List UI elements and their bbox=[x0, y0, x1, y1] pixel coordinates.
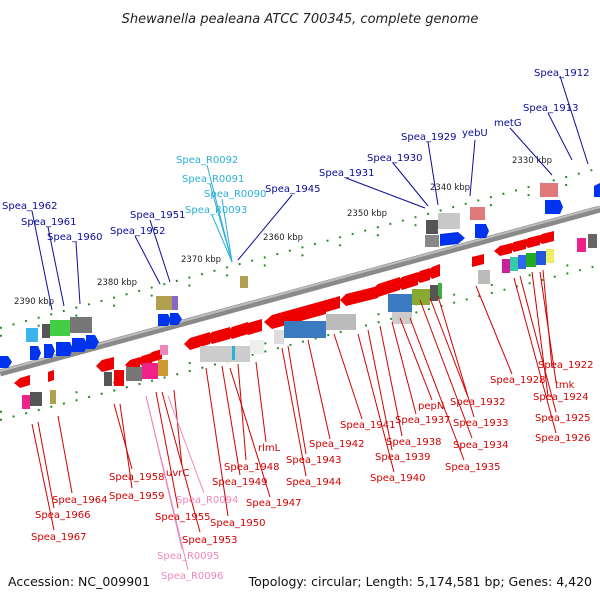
gene-label: Spea_1932 bbox=[450, 397, 505, 408]
kbp-scale: 2330 kbp 2340 kbp 2350 kbp 2360 kbp 2370… bbox=[14, 156, 552, 307]
gene-label: Spea_1951 bbox=[130, 210, 185, 221]
gene-label: Spea_1966 bbox=[35, 510, 90, 521]
gene-label: Spea_1935 bbox=[445, 462, 500, 473]
reverse-strand-features bbox=[14, 231, 597, 409]
gene-label: Spea_1949 bbox=[212, 477, 267, 488]
gene-label: Spea_1928 bbox=[490, 375, 545, 386]
kbp-label: 2390 kbp bbox=[14, 297, 54, 307]
gene-label: Spea_1964 bbox=[52, 495, 107, 506]
map-title: Shewanella pealeana ATCC 700345, complet… bbox=[122, 12, 479, 27]
gene-label: Spea_1912 bbox=[534, 68, 589, 79]
kbp-label: 2330 kbp bbox=[512, 156, 552, 166]
gene-label: Spea_1955 bbox=[155, 512, 210, 523]
gene-label: Spea_1937 bbox=[395, 415, 450, 426]
accession-text: Accession: NC_009901 bbox=[8, 574, 150, 589]
gene-label: Spea_1962 bbox=[2, 201, 57, 212]
gene-label: Spea_1940 bbox=[370, 473, 425, 484]
gene-label: Spea_1939 bbox=[375, 452, 430, 463]
gene-label: Spea_1925 bbox=[535, 413, 590, 424]
gene-label: Spea_1947 bbox=[246, 498, 301, 509]
leader-lines bbox=[31, 75, 589, 571]
gene-label: Spea_1926 bbox=[535, 433, 590, 444]
rna-label: Spea_R0094 bbox=[176, 495, 238, 506]
gene-label: Spea_1942 bbox=[309, 439, 364, 450]
rna-label: Spea_R0090 bbox=[204, 189, 266, 200]
gene-label: uvrC bbox=[166, 468, 189, 479]
gene-label: Spea_1959 bbox=[109, 491, 164, 502]
gene-label: Spea_1967 bbox=[31, 532, 86, 543]
rna-label: Spea_R0093 bbox=[185, 205, 247, 216]
gene-label: Spea_1960 bbox=[47, 232, 102, 243]
bottom-gene-labels: Spea_1922 tmk Spea_1928 Spea_1924 Spea_1… bbox=[31, 360, 593, 582]
gene-label: Spea_1929 bbox=[401, 132, 456, 143]
rna-label: Spea_R0096 bbox=[161, 571, 223, 582]
gene-label: Spea_1938 bbox=[386, 437, 441, 448]
kbp-label: 2360 kbp bbox=[263, 233, 303, 243]
gene-label: tmk bbox=[555, 380, 575, 391]
genome-backbone bbox=[0, 205, 600, 377]
forward-strand-features bbox=[0, 183, 600, 368]
kbp-label: 2350 kbp bbox=[347, 209, 387, 219]
gene-label: Spea_1934 bbox=[453, 440, 508, 451]
gene-label: Spea_1930 bbox=[367, 153, 422, 164]
gene-label: Spea_1952 bbox=[110, 226, 165, 237]
gene-label: rlmL bbox=[258, 443, 281, 454]
gene-label: Spea_1945 bbox=[265, 184, 320, 195]
gene-label: Spea_1950 bbox=[210, 518, 265, 529]
gene-label: Spea_1933 bbox=[453, 418, 508, 429]
rna-label: Spea_R0095 bbox=[157, 551, 219, 562]
gene-label: Spea_1961 bbox=[21, 217, 76, 228]
gene-label: Spea_1941 bbox=[340, 420, 395, 431]
gene-label: pepN bbox=[418, 401, 444, 412]
gene-label: Spea_1948 bbox=[224, 462, 279, 473]
gene-label: Spea_1922 bbox=[538, 360, 593, 371]
rna-label: Spea_R0092 bbox=[176, 155, 238, 166]
kbp-label: 2380 kbp bbox=[97, 278, 137, 288]
top-gene-labels: Spea_1912 Spea_1913 metG yebU Spea_1929 … bbox=[2, 68, 589, 243]
gene-label: Spea_1913 bbox=[523, 103, 578, 114]
gene-label: Spea_1943 bbox=[286, 455, 341, 466]
gene-label: yebU bbox=[462, 128, 488, 139]
gene-label: Spea_1953 bbox=[182, 535, 237, 546]
rna-label: Spea_R0091 bbox=[182, 174, 244, 185]
gene-label: Spea_1944 bbox=[286, 477, 341, 488]
kbp-label: 2370 kbp bbox=[181, 255, 221, 265]
gene-label: Spea_1931 bbox=[319, 168, 374, 179]
gene-label: Spea_1924 bbox=[533, 392, 588, 403]
kbp-label: 2340 kbp bbox=[430, 183, 470, 193]
genome-summary-text: Topology: circular; Length: 5,174,581 bp… bbox=[248, 574, 592, 589]
gene-label: Spea_1958 bbox=[109, 472, 164, 483]
gene-label: metG bbox=[494, 118, 522, 129]
